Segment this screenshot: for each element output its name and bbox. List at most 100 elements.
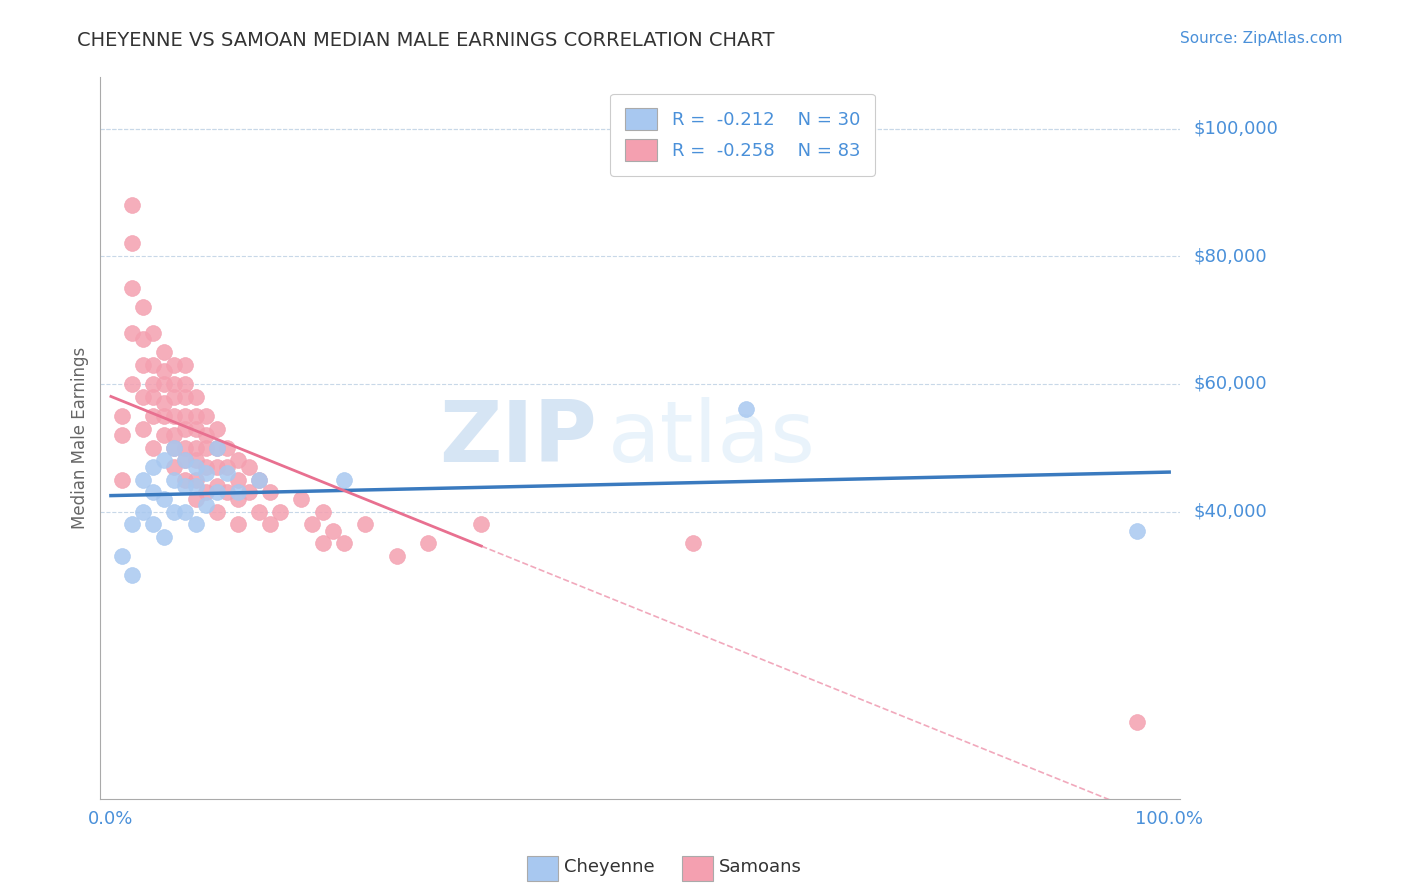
Point	[174, 376, 197, 391]
Point	[110, 473, 132, 487]
Point	[153, 376, 176, 391]
Y-axis label: Median Male Earnings: Median Male Earnings	[72, 347, 89, 529]
Point	[226, 491, 249, 506]
Text: $80,000: $80,000	[1194, 247, 1267, 265]
Point	[142, 517, 165, 532]
Point	[142, 441, 165, 455]
Point	[195, 428, 218, 442]
Point	[385, 549, 408, 564]
Point	[174, 453, 197, 467]
Text: Source: ZipAtlas.com: Source: ZipAtlas.com	[1180, 31, 1343, 46]
Point	[195, 498, 218, 512]
Point	[131, 421, 153, 435]
Point	[174, 453, 197, 467]
Point	[131, 358, 153, 372]
Text: Samoans: Samoans	[718, 858, 801, 876]
Point	[217, 459, 239, 474]
Point	[142, 326, 165, 340]
Point	[174, 473, 197, 487]
Point	[131, 300, 153, 314]
Text: $60,000: $60,000	[1194, 375, 1267, 392]
Point	[226, 473, 249, 487]
Point	[110, 549, 132, 564]
Point	[205, 441, 228, 455]
Point	[1126, 524, 1149, 538]
Text: $100,000: $100,000	[1194, 120, 1278, 137]
Point	[163, 390, 186, 404]
Point	[153, 491, 176, 506]
Point	[174, 390, 197, 404]
Point	[174, 421, 197, 435]
Point	[184, 421, 207, 435]
Point	[195, 441, 218, 455]
Point	[734, 402, 756, 417]
Point	[205, 441, 228, 455]
Point	[142, 459, 165, 474]
Text: CHEYENNE VS SAMOAN MEDIAN MALE EARNINGS CORRELATION CHART: CHEYENNE VS SAMOAN MEDIAN MALE EARNINGS …	[77, 31, 775, 50]
Point	[121, 326, 143, 340]
Text: $40,000: $40,000	[1194, 502, 1267, 521]
Point	[121, 236, 143, 251]
Point	[153, 396, 176, 410]
Point	[110, 409, 132, 423]
Point	[184, 409, 207, 423]
Point	[174, 441, 197, 455]
Point	[470, 517, 492, 532]
Point	[121, 517, 143, 532]
Point	[163, 428, 186, 442]
Point	[153, 530, 176, 544]
Point	[205, 459, 228, 474]
Point	[142, 485, 165, 500]
Point	[247, 473, 270, 487]
Point	[205, 485, 228, 500]
Point	[131, 473, 153, 487]
Point	[332, 536, 354, 550]
Point	[153, 409, 176, 423]
Legend: R =  -0.212    N = 30, R =  -0.258    N = 83: R = -0.212 N = 30, R = -0.258 N = 83	[610, 94, 875, 176]
Point	[184, 473, 207, 487]
Point	[226, 453, 249, 467]
Point	[121, 198, 143, 212]
Point	[163, 409, 186, 423]
Point	[290, 491, 312, 506]
Point	[184, 390, 207, 404]
Point	[259, 485, 281, 500]
Point	[163, 504, 186, 518]
Point	[174, 409, 197, 423]
Point	[163, 376, 186, 391]
Point	[205, 479, 228, 493]
Point	[110, 428, 132, 442]
Point	[195, 485, 218, 500]
Text: Cheyenne: Cheyenne	[564, 858, 654, 876]
Point	[121, 376, 143, 391]
Point	[163, 441, 186, 455]
Point	[174, 358, 197, 372]
Point	[174, 504, 197, 518]
Point	[142, 390, 165, 404]
Point	[418, 536, 440, 550]
Point	[205, 504, 228, 518]
Point	[259, 517, 281, 532]
Point	[195, 409, 218, 423]
Point	[238, 459, 260, 474]
Point	[163, 459, 186, 474]
Point	[142, 358, 165, 372]
Point	[184, 453, 207, 467]
Point	[184, 517, 207, 532]
Point	[142, 376, 165, 391]
Point	[238, 485, 260, 500]
Point	[332, 473, 354, 487]
Point	[195, 467, 218, 481]
Point	[142, 409, 165, 423]
Point	[121, 568, 143, 582]
Point	[153, 345, 176, 359]
Point	[184, 479, 207, 493]
Point	[205, 421, 228, 435]
Point	[354, 517, 377, 532]
Point	[131, 504, 153, 518]
Point	[217, 467, 239, 481]
Text: atlas: atlas	[607, 397, 815, 480]
Point	[163, 473, 186, 487]
Point	[131, 390, 153, 404]
Point	[682, 536, 704, 550]
